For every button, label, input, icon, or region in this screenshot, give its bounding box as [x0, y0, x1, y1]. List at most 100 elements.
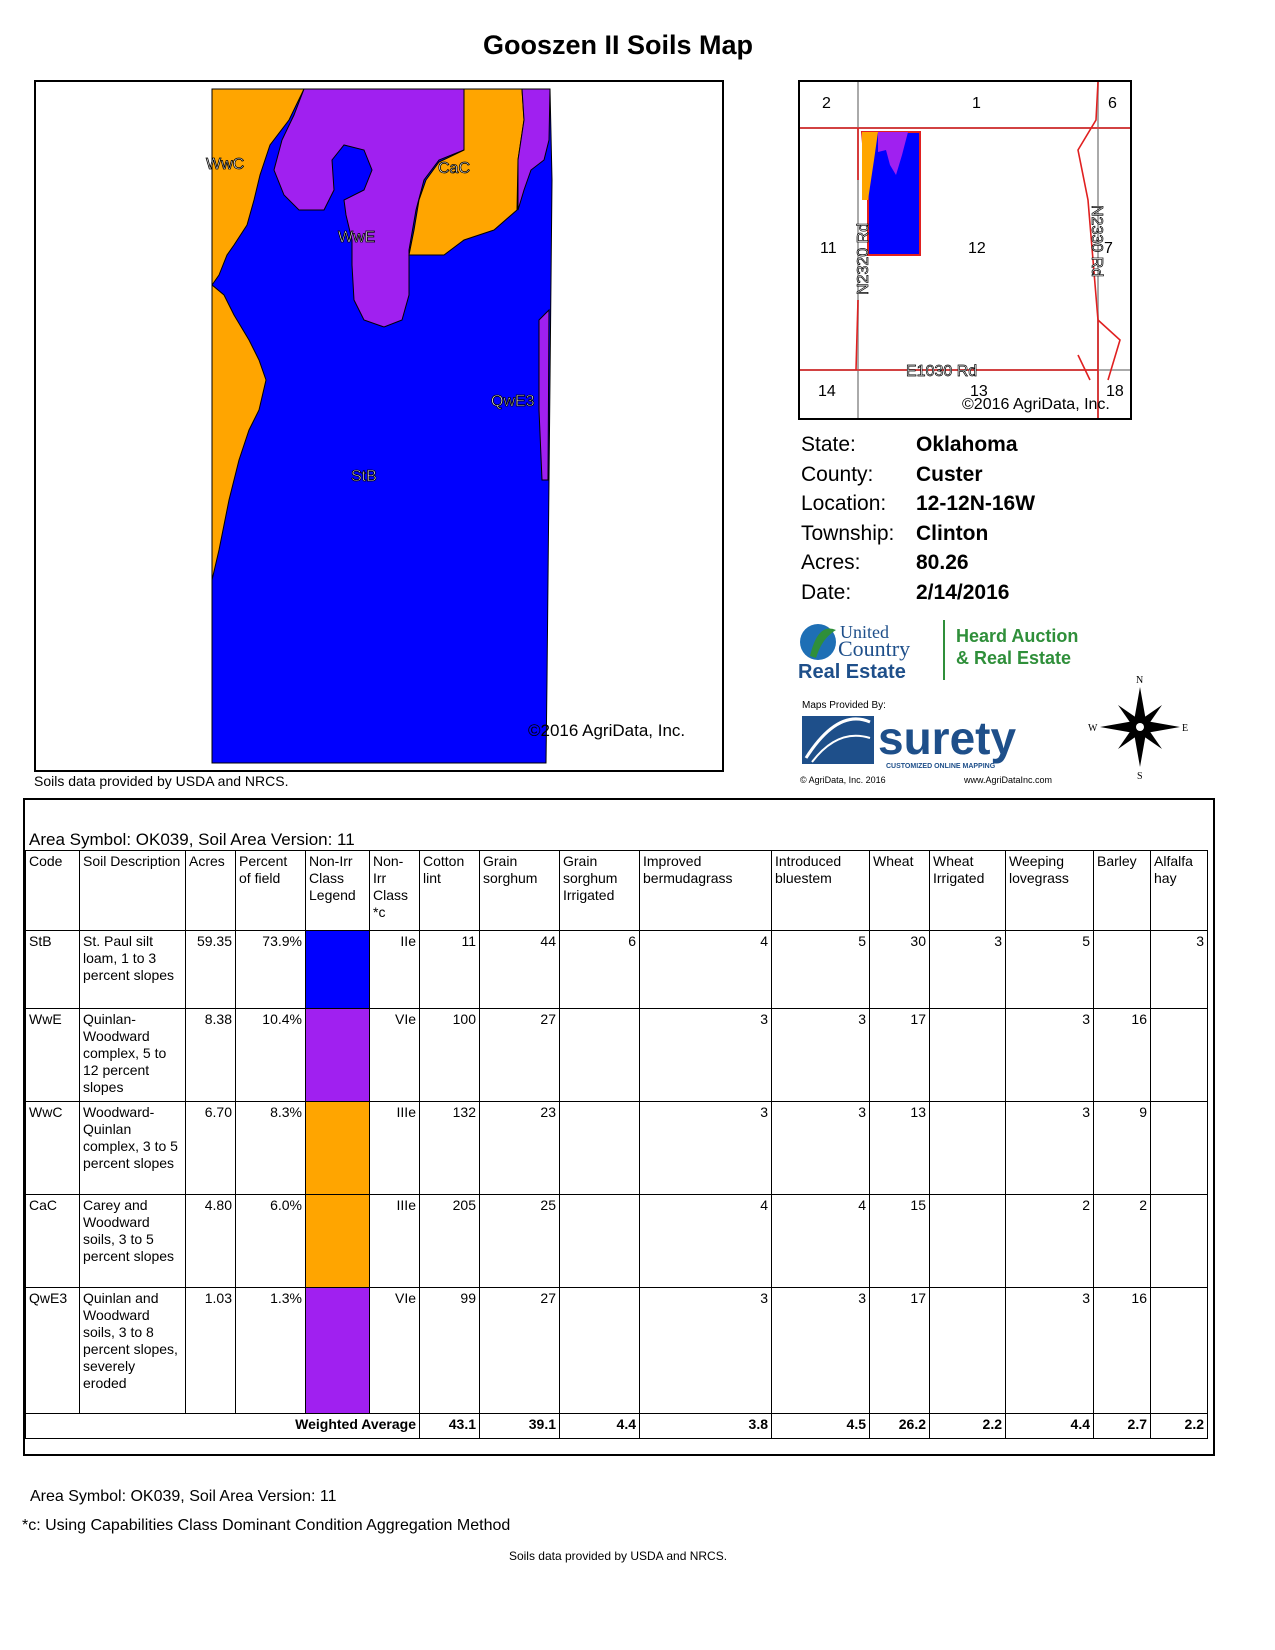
cell-ibl: 3	[771, 1008, 870, 1102]
cell-wheat: 17	[869, 1008, 930, 1102]
cell-code: QwE3	[25, 1287, 80, 1414]
cell-wl: 5	[1005, 930, 1094, 1009]
svg-text:surety: surety	[878, 712, 1016, 764]
svg-text:Real Estate: Real Estate	[798, 661, 906, 683]
class-legend-swatch	[305, 1008, 370, 1102]
cell-pct: 8.3%	[235, 1101, 306, 1195]
location-map: 2 1 6 11 12 7 14 13 18 N2320 Rd N2330 Rd…	[798, 80, 1132, 420]
class-legend-swatch	[305, 1287, 370, 1414]
col-header: Non-Irr Class Legend	[305, 850, 370, 931]
map-source-note: Soils data provided by USDA and NRCS.	[34, 773, 289, 789]
cell-desc: Carey and Woodward soils, 3 to 5 percent…	[79, 1194, 186, 1288]
footer-source: Soils data provided by USDA and NRCS.	[508, 1549, 728, 1563]
property-info: State: Oklahoma County: Custer Location: 12…	[801, 433, 1035, 610]
cell-code: WwC	[25, 1101, 80, 1195]
united-country-logo: United Country Real Estate	[798, 622, 910, 683]
svg-text:11: 11	[820, 240, 837, 257]
soils-table-frame: Area Symbol: OK039, Soil Area Version: 1…	[23, 798, 1215, 1456]
col-header: Percent of field	[235, 850, 306, 931]
cell-alfalfa: 3	[1150, 930, 1208, 1009]
label-cac: CaC	[438, 160, 470, 177]
cell-desc: Quinlan and Woodward soils, 3 to 8 perce…	[79, 1287, 186, 1414]
col-header: Introduced bluestem	[771, 850, 870, 931]
field-orange	[862, 132, 878, 200]
table-row: QwE3 Quinlan and Woodward soils, 3 to 8 p…	[25, 1287, 1208, 1414]
col-header: Grain sorghum Irrigated	[559, 850, 640, 931]
svg-text:© AgriData, Inc. 2016: © AgriData, Inc. 2016	[800, 775, 886, 785]
cell-ibl: 5	[771, 930, 870, 1009]
cell-acres: 59.35	[185, 930, 236, 1009]
svg-text:1: 1	[972, 95, 981, 112]
svg-text:Heard Auction: Heard Auction	[956, 626, 1078, 646]
weighted-average-row: Weighted Average 43.1 39.1 4.4 3.8 4.5 26.2 …	[25, 1413, 1208, 1439]
svg-text:Country: Country	[838, 636, 910, 661]
field-purple	[878, 132, 908, 175]
cell-alfalfa	[1150, 1008, 1208, 1102]
table-row: WwC Woodward-Quinlan complex, 3 to 5 perc…	[25, 1101, 1208, 1195]
footer-note: *c: Using Capabilities Class Dominant Co…	[22, 1517, 511, 1534]
cell-barley: 16	[1093, 1287, 1151, 1414]
cell-cotton: 205	[419, 1194, 480, 1288]
col-header: Grain sorghum	[479, 850, 560, 931]
svg-text:N: N	[1136, 675, 1143, 686]
class-legend-swatch	[305, 930, 370, 1009]
surety-logo: surety CUSTOMIZED ONLINE MAPPING	[802, 712, 1016, 770]
soil-area-wwe	[273, 88, 505, 328]
cell-ib: 4	[639, 930, 772, 1009]
svg-text:W: W	[1088, 723, 1098, 734]
cell-wl: 3	[1005, 1287, 1094, 1414]
cell-wl: 2	[1005, 1194, 1094, 1288]
label-stb: StB	[351, 468, 377, 485]
col-header: Cotton lint	[419, 850, 480, 931]
cell-ib: 4	[639, 1194, 772, 1288]
col-header: Alfalfa hay	[1150, 850, 1208, 931]
cell-cotton: 99	[419, 1287, 480, 1414]
cell-pct: 6.0%	[235, 1194, 306, 1288]
col-header: Non-Irr Class *c	[369, 850, 420, 931]
svg-text:18: 18	[1106, 383, 1124, 400]
soil-area-wwc	[211, 88, 305, 581]
cell-cotton: 132	[419, 1101, 480, 1195]
info-county: County: Custer	[801, 462, 983, 486]
cell-wheat: 17	[869, 1287, 930, 1414]
cell-cotton: 11	[419, 930, 480, 1009]
cell-gsi	[559, 1101, 640, 1195]
table-header-row: Code Soil Description Acres Percent of f…	[25, 850, 1208, 931]
compass-rose: N W E S	[1088, 675, 1188, 782]
cell-gs: 23	[479, 1101, 560, 1195]
table-row: WwE Quinlan-Woodward complex, 5 to 12 per…	[25, 1008, 1208, 1102]
cell-cotton: 100	[419, 1008, 480, 1102]
cell-wheat: 15	[869, 1194, 930, 1288]
svg-text:Maps Provided By:: Maps Provided By:	[802, 700, 886, 711]
cell-gsi	[559, 1008, 640, 1102]
cell-acres: 8.38	[185, 1008, 236, 1102]
cell-acres: 6.70	[185, 1101, 236, 1195]
cell-cls: VIe	[369, 1287, 420, 1414]
table-row: StB St. Paul silt loam, 1 to 3 percent sl…	[25, 930, 1208, 1009]
cell-wi	[929, 1008, 1006, 1102]
label-qwe3: QwE3	[491, 393, 535, 410]
svg-text:E1030 Rd: E1030 Rd	[906, 363, 977, 380]
cell-gsi	[559, 1287, 640, 1414]
cell-alfalfa	[1150, 1101, 1208, 1195]
svg-text:13: 13	[970, 383, 988, 400]
svg-text:E: E	[1182, 723, 1188, 734]
cell-pct: 73.9%	[235, 930, 306, 1009]
cell-barley: 16	[1093, 1008, 1151, 1102]
cell-wi	[929, 1194, 1006, 1288]
svg-text:7: 7	[1104, 240, 1113, 257]
cell-cls: IIe	[369, 930, 420, 1009]
cell-wi: 3	[929, 930, 1006, 1009]
svg-text:www.AgriDataInc.com: www.AgriDataInc.com	[963, 775, 1052, 785]
cell-pct: 10.4%	[235, 1008, 306, 1102]
svg-text:N2320 Rd: N2320 Rd	[855, 223, 872, 295]
cell-wheat: 13	[869, 1101, 930, 1195]
cell-gs: 25	[479, 1194, 560, 1288]
cell-ib: 3	[639, 1101, 772, 1195]
cell-code: WwE	[25, 1008, 80, 1102]
page-title: Gooszen II Soils Map	[482, 30, 754, 60]
cell-desc: Woodward-Quinlan complex, 3 to 5 percent…	[79, 1101, 186, 1195]
label-wwe: WwE	[338, 229, 375, 246]
cell-gs: 44	[479, 930, 560, 1009]
cell-cls: IIIe	[369, 1101, 420, 1195]
